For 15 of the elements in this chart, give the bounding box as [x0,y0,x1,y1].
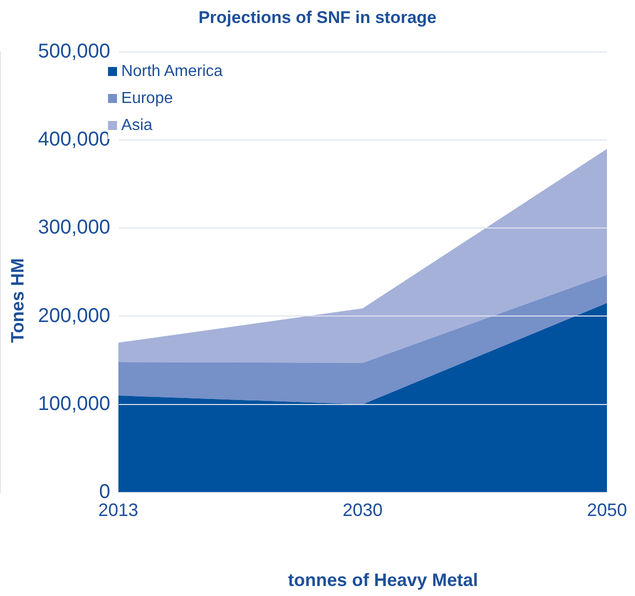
x-tick-label: 2030 [342,500,383,520]
y-tick-label: 100,000 [38,392,110,415]
y-tick-label: 200,000 [38,304,110,327]
x-tick-label: 2013 [98,500,138,520]
legend-label: Europe [120,89,174,109]
x-axis-title: tonnes of Heavy Metal [286,570,480,591]
y-tick-label: 0 [99,480,110,503]
y-tick-label: 300,000 [38,216,110,239]
legend-label: North America [121,63,223,80]
legend-label: Asia [121,117,152,134]
chart-title: Projections of SNF in storage [197,8,438,28]
y-tick-label: 400,000 [38,128,110,151]
x-tick-label: 2050 [586,500,627,520]
y-tick-label: 500,000 [38,40,110,63]
y-axis-title: Tones HM [8,257,28,345]
